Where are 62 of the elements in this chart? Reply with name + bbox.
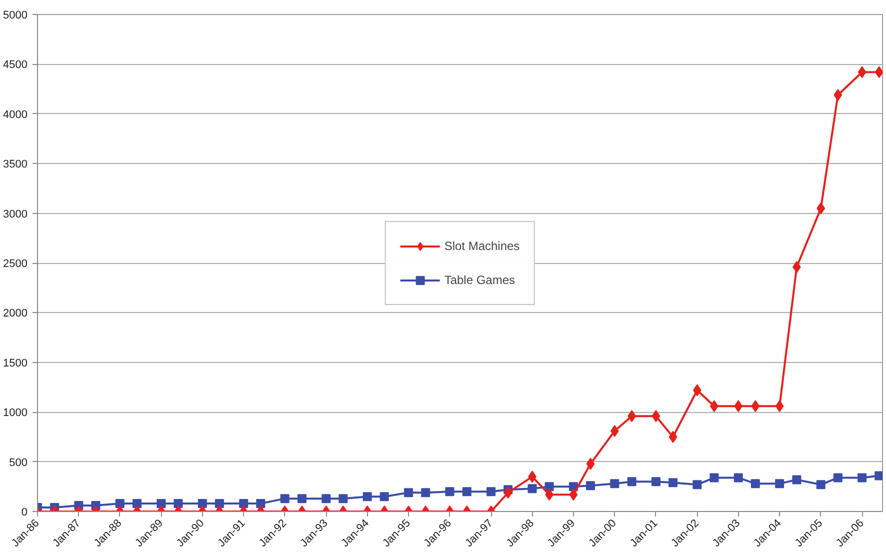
point — [652, 410, 660, 422]
point — [586, 481, 595, 490]
point — [239, 499, 248, 508]
point — [198, 499, 207, 508]
y-tick-label: 5000 — [3, 10, 28, 22]
point — [404, 488, 414, 498]
point — [322, 494, 331, 504]
y-tick-label: 500 — [9, 456, 28, 469]
y-tick-label: 2000 — [3, 308, 28, 320]
point — [668, 478, 678, 488]
point — [156, 499, 166, 508]
point — [256, 499, 266, 508]
point — [833, 473, 842, 482]
point — [734, 400, 743, 412]
point — [610, 424, 619, 437]
legend-label: Slot Machines — [444, 238, 520, 252]
point — [692, 384, 702, 396]
point — [651, 477, 660, 486]
point — [544, 482, 554, 492]
point — [858, 473, 867, 482]
point — [338, 494, 348, 504]
point — [816, 480, 826, 490]
point — [362, 492, 372, 502]
point — [214, 499, 224, 508]
point — [834, 89, 842, 102]
point — [115, 499, 124, 508]
point — [710, 473, 719, 482]
point — [734, 473, 743, 482]
y-tick-label: 4500 — [3, 59, 28, 72]
point — [751, 400, 760, 412]
y-tick-label: 0 — [21, 506, 28, 518]
point — [462, 487, 472, 496]
point — [586, 458, 595, 470]
y-tick-label: 4000 — [3, 108, 28, 121]
point — [874, 471, 882, 480]
point — [858, 66, 866, 78]
point — [775, 400, 784, 412]
point — [775, 479, 784, 488]
point — [380, 492, 389, 502]
legend-label: Table Games — [444, 272, 516, 286]
point — [132, 499, 142, 508]
point — [692, 480, 702, 490]
point — [668, 430, 678, 443]
y-tick-label: 3500 — [3, 158, 28, 171]
point — [174, 499, 183, 508]
y-tick-label: 2500 — [3, 258, 28, 270]
point — [297, 494, 306, 504]
point — [280, 494, 290, 504]
point — [792, 475, 802, 484]
point — [816, 202, 826, 214]
y-tick-label: 3000 — [3, 208, 28, 220]
point — [750, 479, 760, 488]
point — [504, 486, 512, 499]
point — [569, 488, 578, 501]
point — [610, 479, 620, 488]
y-tick-label: 1000 — [3, 407, 28, 420]
point — [528, 484, 537, 494]
point — [627, 477, 636, 486]
y-tick-label: 1500 — [3, 357, 28, 370]
point — [421, 488, 430, 498]
point — [486, 487, 496, 496]
point — [445, 487, 454, 496]
